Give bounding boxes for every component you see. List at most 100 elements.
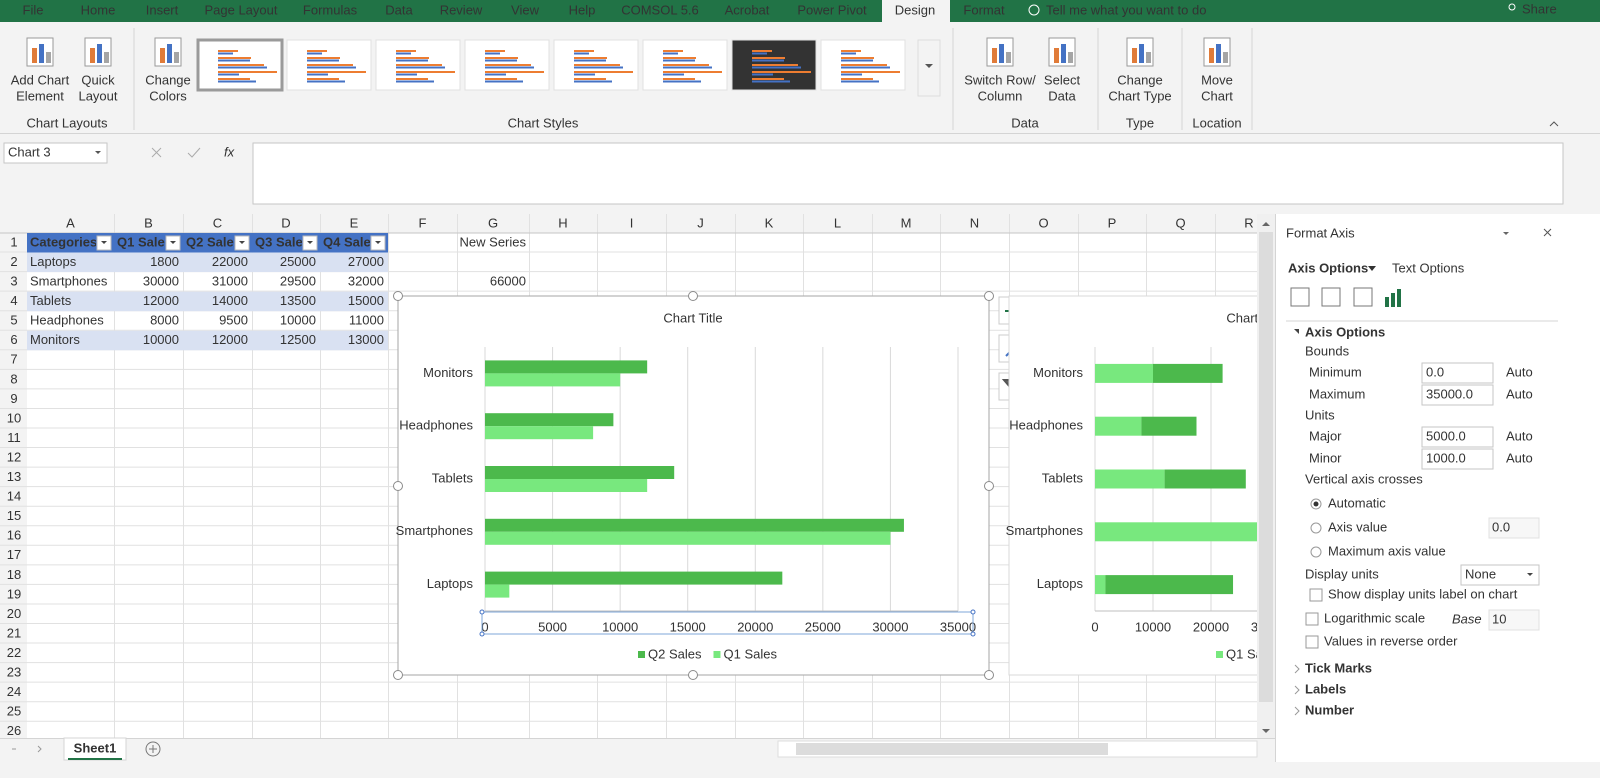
column-header[interactable]: M — [901, 215, 912, 230]
pane-tab[interactable]: Text Options — [1392, 260, 1465, 275]
ribbon-tab[interactable]: Power Pivot — [797, 2, 867, 17]
cell[interactable]: Tablets — [30, 293, 72, 308]
cell[interactable]: 12000 — [143, 293, 179, 308]
ribbon-tab[interactable]: Acrobat — [725, 2, 770, 17]
column-header[interactable]: L — [834, 215, 841, 230]
share-button[interactable]: Share — [1522, 1, 1557, 16]
resize-handle[interactable] — [393, 670, 403, 680]
ribbon-tab[interactable]: Design — [895, 2, 935, 17]
column-header[interactable]: P — [1108, 215, 1117, 230]
ribbon-tab[interactable]: Insert — [146, 2, 179, 17]
chart-title[interactable]: Chart Title — [663, 310, 722, 325]
column-header[interactable]: I — [630, 215, 634, 230]
cell[interactable]: 31000 — [212, 274, 248, 289]
ribbon-tab[interactable]: Home — [81, 2, 116, 17]
cell[interactable]: 32000 — [348, 274, 384, 289]
row-header[interactable]: 20 — [7, 606, 21, 621]
row-header[interactable]: 2 — [10, 254, 17, 269]
row-header[interactable]: 26 — [7, 723, 21, 738]
resize-handle[interactable] — [984, 481, 994, 491]
chart-title[interactable]: Chart Title — [1226, 310, 1285, 325]
ribbon-tab[interactable]: Formulas — [303, 2, 358, 17]
column-header[interactable]: E — [350, 215, 359, 230]
radio-button[interactable] — [1310, 522, 1322, 534]
cell[interactable]: 25000 — [280, 254, 316, 269]
section-title[interactable]: Labels — [1305, 681, 1346, 696]
insert-function[interactable]: fx — [224, 144, 235, 159]
ribbon-tab[interactable]: Format — [963, 2, 1005, 17]
name-box-text[interactable]: Chart 3 — [8, 144, 51, 159]
field-value[interactable]: 5000.0 — [1426, 428, 1466, 443]
column-header[interactable]: C — [213, 215, 222, 230]
cell[interactable]: Smartphones — [30, 274, 108, 289]
ribbon-tab[interactable]: File — [23, 2, 44, 17]
ribbon-button[interactable]: Switch Row/Column — [964, 37, 1036, 103]
row-header[interactable]: 25 — [7, 704, 21, 719]
row-header[interactable]: 24 — [7, 684, 21, 699]
cell[interactable]: 15000 — [348, 293, 384, 308]
radio-button[interactable] — [1310, 546, 1322, 558]
legend-label[interactable]: Q1 Sales — [1226, 646, 1280, 661]
auto-label[interactable]: Auto — [1506, 428, 1533, 443]
cell[interactable]: New Series — [460, 234, 527, 249]
chart-style-thumbnail[interactable] — [196, 38, 284, 92]
column-header[interactable]: O — [1038, 215, 1048, 230]
row-header[interactable]: 23 — [7, 665, 21, 680]
tell-me-search[interactable]: Tell me what you want to do — [1046, 2, 1206, 17]
ribbon-tab[interactable]: Page Layout — [204, 2, 277, 17]
row-header[interactable]: 11 — [7, 430, 21, 445]
column-header[interactable]: F — [419, 215, 427, 230]
column-header[interactable]: Q — [1175, 215, 1185, 230]
chart-style-thumbnail[interactable] — [375, 39, 461, 91]
cell[interactable]: Laptops — [30, 254, 77, 269]
legend-label[interactable]: Q2 Sales — [648, 646, 702, 661]
chart-style-thumbnail[interactable] — [286, 39, 372, 91]
auto-label[interactable]: Auto — [1506, 386, 1533, 401]
row-header[interactable]: 13 — [7, 469, 21, 484]
resize-handle[interactable] — [688, 670, 698, 680]
cell[interactable]: 10000 — [280, 313, 316, 328]
column-header[interactable]: H — [558, 215, 567, 230]
row-header[interactable]: 15 — [7, 508, 21, 523]
chart-style-thumbnail[interactable] — [731, 39, 817, 91]
row-header[interactable]: 8 — [10, 371, 17, 386]
cell[interactable]: Headphones — [30, 313, 104, 328]
row-header[interactable]: 10 — [7, 410, 21, 425]
cell[interactable]: 9500 — [219, 313, 248, 328]
resize-handle[interactable] — [984, 670, 994, 680]
legend-label[interactable]: Q1 Sales — [723, 646, 777, 661]
ribbon-tab[interactable]: COMSOL 5.6 — [621, 2, 699, 17]
column-header[interactable]: G — [488, 215, 498, 230]
checkbox-label[interactable]: Logarithmic scale — [1324, 610, 1425, 625]
row-header[interactable]: 5 — [10, 313, 17, 328]
row-header[interactable]: 19 — [7, 586, 21, 601]
cell[interactable]: 10000 — [143, 332, 179, 347]
dropdown-value[interactable]: None — [1465, 566, 1496, 581]
row-header[interactable]: 17 — [7, 547, 21, 562]
ribbon-tab[interactable]: View — [511, 2, 540, 17]
resize-handle[interactable] — [984, 291, 994, 301]
checkbox-label[interactable]: Show display units label on chart — [1328, 586, 1518, 601]
cell[interactable]: 27000 — [348, 254, 384, 269]
column-header[interactable]: D — [281, 215, 290, 230]
chart-style-thumbnail[interactable] — [553, 39, 639, 91]
chart-style-thumbnail[interactable] — [464, 39, 550, 91]
chart-style-thumbnail[interactable] — [642, 39, 728, 91]
row-header[interactable]: 4 — [10, 293, 17, 308]
row-header[interactable]: 12 — [7, 449, 21, 464]
row-header[interactable]: 21 — [7, 625, 21, 640]
cell[interactable]: 30000 — [143, 274, 179, 289]
resize-handle[interactable] — [393, 291, 403, 301]
ribbon-tab[interactable]: Review — [440, 2, 483, 17]
section-title[interactable]: Tick Marks — [1305, 660, 1372, 675]
field-value[interactable]: 0.0 — [1426, 364, 1444, 379]
cell[interactable]: 66000 — [490, 274, 526, 289]
cell[interactable]: 1800 — [150, 254, 179, 269]
checkbox-label[interactable]: Values in reverse order — [1324, 633, 1458, 648]
row-header[interactable]: 1 — [10, 234, 17, 249]
